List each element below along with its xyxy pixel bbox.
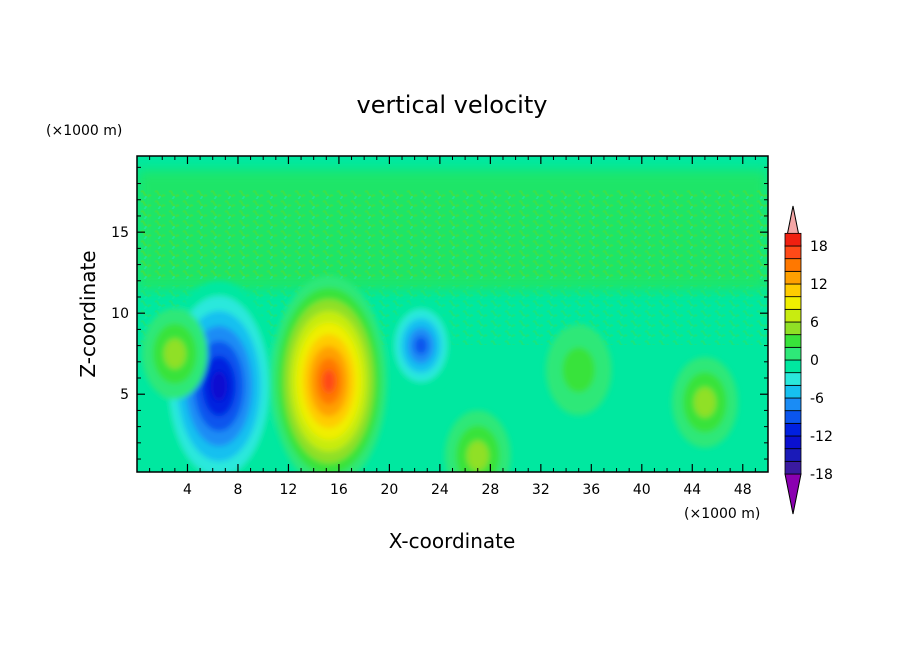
x-tick-label: 24 [431, 482, 449, 498]
colorbar-box [784, 422, 802, 437]
colorbar-box [784, 372, 802, 386]
x-axis-label: X-coordinate [389, 529, 516, 553]
colorbar-min-arrow [784, 473, 802, 515]
colorbar-box [784, 283, 802, 298]
colorbar-label: 12 [810, 277, 828, 293]
contour-feature [444, 410, 511, 472]
colorbar-box [784, 334, 802, 348]
contour-level [414, 336, 428, 355]
x-tick-label: 40 [633, 482, 651, 498]
contour-level [466, 440, 489, 471]
x-tick-label: 4 [183, 482, 192, 498]
x-tick-label: 48 [734, 482, 752, 498]
colorbar-box [784, 232, 802, 247]
colorbar-label: -6 [810, 391, 824, 407]
colorbar-box [784, 308, 802, 323]
colorbar-box [784, 448, 802, 462]
colorbar-label: -12 [810, 429, 833, 445]
chart-title: vertical velocity [357, 91, 548, 119]
contour-feature [270, 275, 387, 472]
x-tick-label: 12 [280, 482, 298, 498]
colorbar-label: 18 [810, 239, 828, 255]
colorbar-box [784, 296, 802, 310]
x-tick-label: 36 [582, 482, 600, 498]
contour-feature [545, 324, 612, 416]
contour-feature [142, 308, 208, 400]
y-tick-label: 10 [111, 306, 129, 322]
x-tick-label: 44 [683, 482, 701, 498]
colorbar-box [784, 321, 802, 336]
colorbar-label: 0 [810, 353, 819, 369]
colorbar-box [784, 270, 802, 285]
x-unit-label: (×1000 m) [684, 506, 760, 522]
x-tick-label: 16 [330, 482, 348, 498]
contour-level [562, 347, 596, 393]
contour-feature [672, 356, 738, 448]
colorbar: 18 12 6 0 -6 -12 -18 [784, 205, 833, 515]
colorbar-label: -18 [810, 467, 833, 483]
colorbar-box [784, 258, 802, 272]
colorbar-box [784, 435, 802, 450]
y-tick-label: 5 [120, 387, 129, 403]
colorbar-box [784, 410, 802, 424]
contour-level [322, 369, 336, 393]
x-tick-label: 28 [481, 482, 499, 498]
plot-area [137, 156, 768, 472]
colorbar-label: 6 [810, 315, 819, 331]
x-tick-label: 32 [532, 482, 550, 498]
contour-level [210, 371, 228, 402]
colorbar-box [784, 384, 802, 399]
y-axis-label: Z-coordinate [76, 250, 100, 377]
colorbar-box [784, 359, 802, 374]
colorbar-box [784, 245, 802, 260]
colorbar-box [784, 346, 802, 361]
colorbar-box [784, 397, 802, 412]
contour-level [163, 338, 186, 369]
y-unit-label: (×1000 m) [46, 123, 122, 139]
contour-level [693, 387, 716, 418]
x-tick-label: 8 [233, 482, 242, 498]
x-tick-label: 20 [380, 482, 398, 498]
contour-feature [388, 300, 454, 391]
y-tick-label: 15 [111, 225, 129, 241]
colorbar-box [784, 460, 802, 475]
